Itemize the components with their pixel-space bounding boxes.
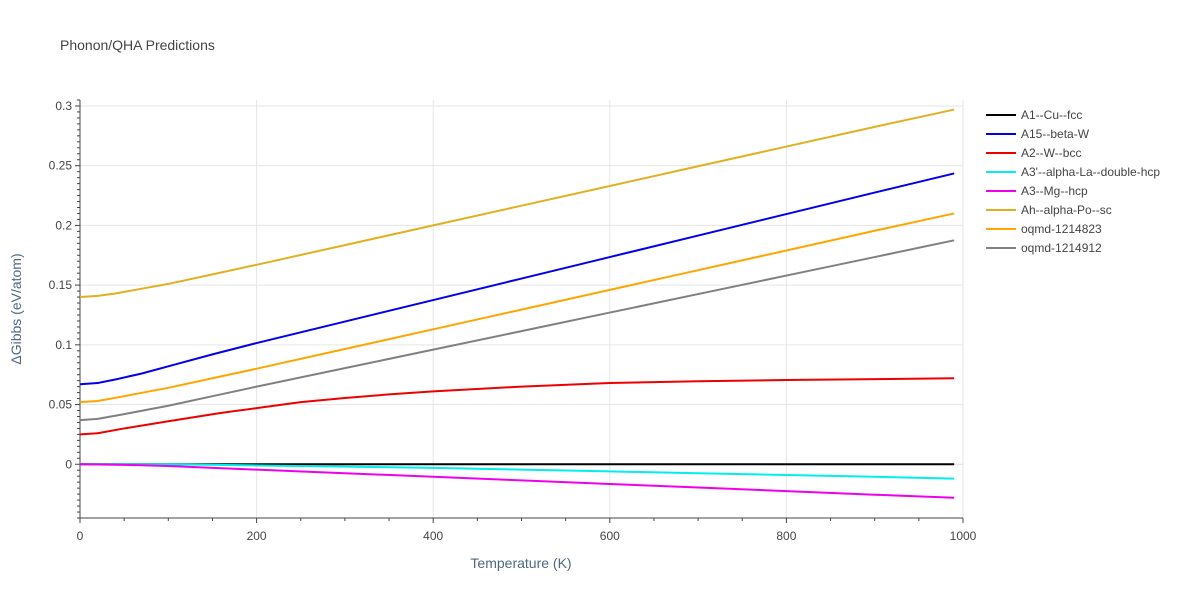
x-tick-label: 400 [423, 529, 443, 543]
legend-label-oqmd-1214823[interactable]: oqmd-1214823 [1021, 222, 1102, 236]
y-tick-label: 0.15 [49, 278, 73, 292]
x-tick-label: 1000 [950, 529, 977, 543]
x-tick-label: 800 [776, 529, 796, 543]
series-line-ah-alpha-po-sc[interactable] [79, 108, 955, 299]
legend-label-a1-cu-fcc[interactable]: A1--Cu--fcc [1021, 108, 1082, 122]
series-line-a3-mg-hcp[interactable] [79, 463, 955, 499]
legend[interactable]: A1--Cu--fcc A15--beta-W A2--W--bcc A3'--alp… [986, 108, 1160, 255]
x-axis-title: Temperature (K) [470, 555, 571, 571]
x-tick-label: 200 [247, 529, 267, 543]
legend-label-ah-alpha-po-sc[interactable]: Ah--alpha-Po--sc [1021, 203, 1112, 217]
chart-title: Phonon/QHA Predictions [60, 37, 215, 53]
legend-label-a2-w-bcc[interactable]: A2--W--bcc [1021, 146, 1081, 160]
x-tick-label: 600 [600, 529, 620, 543]
x-tick-label: 0 [77, 529, 84, 543]
axes-layer: 0 200 400 600 800 1000 0 0.05 0.1 0.15 0.2 0.25 0.3 [49, 99, 977, 543]
series-line-oqmd-1214823[interactable] [79, 212, 955, 404]
series-line-a3-alpha-la-double-hcp[interactable] [80, 463, 955, 480]
legend-label-oqmd-1214912[interactable]: oqmd-1214912 [1021, 241, 1102, 255]
series-line-oqmd-1214912[interactable] [79, 239, 955, 422]
legend-label-a15-beta-w[interactable]: A15--beta-W [1021, 127, 1090, 141]
series-layer[interactable] [79, 108, 955, 499]
y-tick-label: 0.2 [55, 218, 72, 232]
y-tick-label: 0.3 [55, 99, 72, 113]
y-tick-label: 0 [65, 457, 72, 471]
y-tick-label: 0.1 [55, 338, 72, 352]
y-tick-label: 0.05 [49, 398, 73, 412]
y-tick-label: 0.25 [49, 159, 73, 173]
legend-label-a3-mg-hcp[interactable]: A3--Mg--hcp [1021, 184, 1088, 198]
legend-label-a3-alpha-la-double-hcp[interactable]: A3'--alpha-La--double-hcp [1021, 165, 1160, 179]
series-line-a2-w-bcc[interactable] [79, 377, 955, 436]
series-line-a15-beta-w[interactable] [79, 172, 955, 386]
y-axis-title: ΔGibbs (eV/atom) [8, 253, 24, 364]
